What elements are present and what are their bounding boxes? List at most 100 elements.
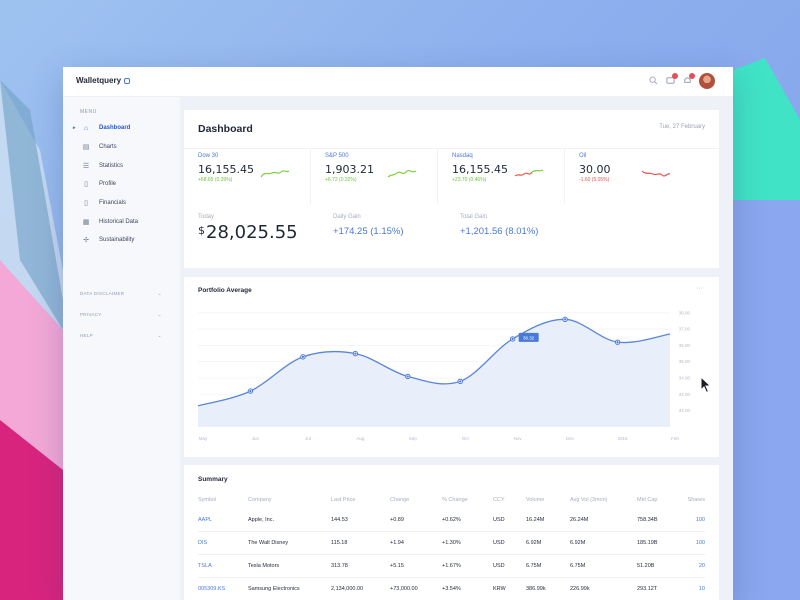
cell-volume: 6.75M — [526, 563, 542, 569]
ticker-value: 30.00 — [579, 163, 611, 176]
menu-heading: MENU — [80, 109, 97, 115]
section-label: DATA DISCLAIMER — [80, 291, 125, 296]
ticker-name: Oil — [579, 153, 587, 159]
ticker-change: +68.65 (0.39%) — [198, 177, 233, 183]
sidebar: MENU ▸ ⌂ Dashboard ▤ Charts ☰ Statistics… — [63, 97, 180, 600]
main-content: Dashboard Tue, 27 February Dow 30 16,155… — [180, 97, 733, 600]
cell-last-price: 144.53 — [331, 517, 348, 523]
cell-company: The Walt Disney — [248, 540, 289, 546]
column-header-change: Change — [390, 497, 410, 503]
table-row[interactable]: 005309.KS Samsung Electronics 2,134,000.00… — [198, 580, 705, 600]
cell-symbol[interactable]: TSLA — [198, 563, 212, 569]
portfolio-chart[interactable]: 38.00 37.00 36.00 35.00 34.00 33.00 32.00 36.32… — [184, 277, 719, 457]
y-tick-label: 34.00 — [679, 376, 691, 381]
ticker-sp500[interactable]: S&P 500 1,903.21 +6.72 (0.32%) — [311, 149, 438, 204]
sidebar-section-privacy[interactable]: PRIVACY ⌄ — [80, 312, 162, 318]
avatar[interactable] — [699, 73, 715, 89]
cell-avg-vol: 26.24M — [570, 517, 589, 523]
ticker-nasdaq[interactable]: Nasdaq 16,155.45 +23.70 (0.46%) — [438, 149, 565, 204]
statistics-icon: ☰ — [82, 162, 90, 170]
x-tick-label: Dec — [566, 436, 575, 441]
x-tick-label: Jun — [252, 436, 260, 441]
y-tick-label: 38.00 — [679, 310, 691, 315]
cell-volume: 386.99k — [526, 586, 546, 592]
table-row[interactable]: TSLA Tesla Motors 313.78 +5.15 +1.67% USD 6.75… — [198, 557, 705, 578]
summary-title: Summary — [198, 476, 228, 483]
notification-badge — [672, 73, 678, 79]
sparkline — [641, 170, 671, 177]
today-amount: 28,025.55 — [206, 222, 298, 243]
sidebar-item-dashboard[interactable]: ▸ ⌂ Dashboard — [73, 119, 173, 138]
section-label: PRIVACY — [80, 312, 102, 317]
cell-symbol[interactable]: 005309.KS — [198, 586, 226, 592]
ticker-value: 16,155.45 — [452, 163, 508, 176]
ticker-oil[interactable]: Oil 30.00 -1.60 (5.05%) — [565, 149, 692, 204]
y-tick-label: 36.00 — [679, 343, 691, 348]
sidebar-item-historical-data[interactable]: ▦ Historical Data — [73, 212, 173, 231]
page-title: Dashboard — [198, 123, 253, 135]
cell-change: +5.15 — [390, 563, 404, 569]
cell-pct-change: +1.67% — [442, 563, 461, 569]
cell-avg-vol: 6.92M — [570, 540, 586, 546]
messages-icon[interactable] — [665, 73, 678, 86]
tooltip-box — [518, 332, 539, 342]
chevron-down-icon: ⌄ — [157, 291, 162, 297]
chevron-down-icon: ⌄ — [157, 333, 162, 339]
portfolio-card: Portfolio Average ··· 38.00 37.00 36.00 35.… — [184, 277, 719, 457]
column-header-ccy: CCY — [493, 497, 505, 503]
total-gain-label: Total Gain — [460, 214, 488, 220]
overview-card: Dashboard Tue, 27 February Dow 30 16,155… — [184, 110, 719, 268]
table-row[interactable]: DIS The Walt Disney 115.18 +1.94 +1.30% USD 6.… — [198, 534, 705, 555]
cell-company: Tesla Motors — [248, 563, 280, 569]
brand-logo[interactable]: Walletquery — [76, 76, 131, 85]
sidebar-section-data-disclaimer[interactable]: DATA DISCLAIMER ⌄ — [80, 291, 162, 297]
column-header-volume: Volume — [526, 497, 545, 503]
document-icon: ▯ — [84, 200, 88, 208]
search-icon[interactable] — [648, 76, 658, 86]
x-tick-label: Nov — [514, 436, 523, 441]
cell-last-price: 313.78 — [331, 563, 348, 569]
cell-avg-vol: 6.75M — [570, 563, 586, 569]
table-row[interactable]: AAPL Apple, Inc. 144.53 +0.89 +0.62% USD 16.24… — [198, 511, 705, 532]
column-header-avg-vol: Avg Vol (3mon) — [570, 497, 608, 503]
today-label: Today — [198, 214, 215, 220]
ticker-name: Nasdaq — [452, 153, 473, 159]
total-gain-value: +1,201.56 (8.01%) — [460, 226, 539, 237]
y-tick-label: 32.00 — [679, 408, 691, 413]
notification-badge — [689, 73, 695, 79]
sidebar-item-sustainability[interactable]: ✢ Sustainability — [73, 231, 173, 250]
cell-ccy: USD — [493, 540, 505, 546]
x-tick-label: Aug — [356, 436, 365, 441]
cell-mkt-cap: 293.12T — [637, 586, 658, 592]
date-label: Tue, 27 February — [659, 124, 705, 130]
bar-chart-icon: ▤ — [82, 144, 90, 152]
bell-icon[interactable] — [682, 73, 695, 86]
chart-title: Portfolio Average — [198, 287, 252, 294]
sidebar-nav: ▸ ⌂ Dashboard ▤ Charts ☰ Statistics ▯ Pr… — [73, 119, 173, 250]
table-header-row: Symbol Company Last Price Change % Change CCY… — [198, 493, 705, 514]
cell-symbol[interactable]: DIS — [198, 540, 208, 546]
x-tick-label: Sep — [409, 436, 418, 441]
sidebar-item-financials[interactable]: ▯ Financials — [73, 194, 173, 213]
x-tick-label: Jul — [305, 436, 311, 441]
cell-shares: 10 — [698, 586, 705, 592]
ticker-value: 1,903.21 — [325, 163, 374, 176]
sidebar-section-help[interactable]: HELP ⌄ — [80, 333, 162, 339]
brand-name: Walletquery — [76, 76, 122, 85]
more-options-icon[interactable]: ··· — [696, 285, 703, 292]
cell-mkt-cap: 758.34B — [637, 517, 658, 523]
x-tick-label: Feb — [671, 436, 679, 441]
daily-gain-value: +174.25 (1.15%) — [333, 226, 404, 237]
ticker-change: -1.60 (5.05%) — [579, 177, 610, 183]
cell-mkt-cap: 51.20B — [637, 563, 655, 569]
y-tick-label: 37.00 — [679, 327, 691, 332]
sidebar-item-charts[interactable]: ▤ Charts — [73, 138, 173, 157]
data-point-core — [354, 352, 357, 355]
cell-symbol[interactable]: AAPL — [198, 517, 213, 523]
sidebar-item-profile[interactable]: ▯ Profile — [73, 175, 173, 194]
sidebar-item-statistics[interactable]: ☰ Statistics — [73, 156, 173, 175]
ticker-dow[interactable]: Dow 30 16,155.45 +68.65 (0.39%) — [184, 149, 311, 204]
calendar-icon: ▦ — [82, 218, 90, 226]
cell-pct-change: +1.30% — [442, 540, 461, 546]
sidebar-item-label: Charts — [99, 144, 117, 151]
